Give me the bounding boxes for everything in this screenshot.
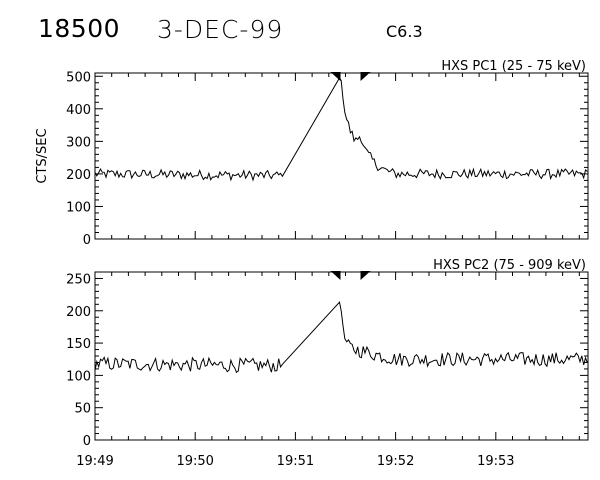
plot-frame [94, 271, 589, 441]
x-tick-label: 19:50 [176, 454, 213, 469]
y-tick-label: 100 [66, 369, 91, 384]
x-tick-label: 19:53 [477, 454, 514, 469]
y-tick-label: 300 [66, 135, 91, 150]
y-axis-label: CTS/SEC [35, 128, 50, 183]
event-marker [330, 271, 341, 280]
x-tick-label: 19:51 [277, 454, 314, 469]
y-tick-label: 100 [66, 200, 91, 215]
panel-title: HXS PC1 (25 - 75 keV) [441, 59, 586, 74]
x-tick-label: 19:49 [76, 454, 113, 469]
y-tick-label: 500 [66, 70, 91, 85]
series-line [94, 76, 588, 182]
series-line [94, 301, 588, 374]
event-marker [360, 271, 371, 280]
event-date: 3-DEC-99 [157, 15, 284, 44]
y-tick-label: 0 [83, 233, 91, 248]
event-marker [330, 72, 341, 81]
y-tick-label: 150 [66, 337, 91, 352]
y-tick-label: 0 [83, 434, 91, 449]
plot-frame [94, 72, 589, 240]
y-tick-label: 200 [66, 305, 91, 320]
event-marker [360, 72, 371, 81]
y-tick-label: 250 [66, 272, 91, 287]
y-tick-label: 400 [66, 103, 91, 118]
flare-class: C6.3 [386, 22, 423, 41]
event-id: 18500 [38, 14, 121, 43]
y-tick-label: 200 [66, 168, 91, 183]
y-tick-label: 50 [74, 402, 91, 417]
x-tick-label: 19:52 [377, 454, 414, 469]
panel-title: HXS PC2 (75 - 909 keV) [433, 258, 586, 273]
